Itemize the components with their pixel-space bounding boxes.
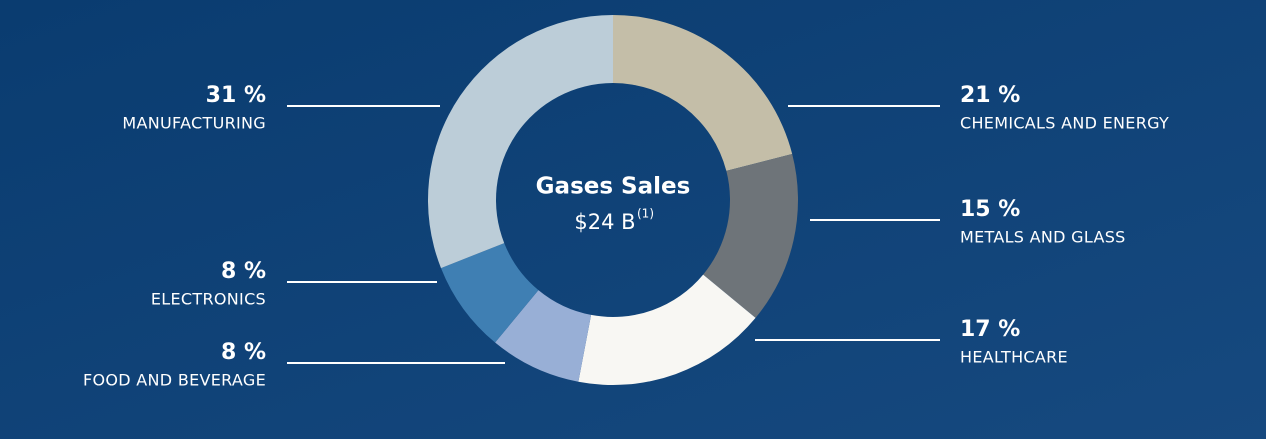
donut-slice bbox=[440, 243, 539, 343]
donut-slice bbox=[578, 274, 756, 385]
center-title: Gases Sales bbox=[536, 174, 691, 200]
percent-label: 21 % bbox=[960, 83, 1020, 108]
donut-slice bbox=[613, 15, 793, 171]
category-label: ELECTRONICS bbox=[151, 290, 266, 309]
percent-label: 15 % bbox=[960, 197, 1020, 222]
category-label: METALS AND GLASS bbox=[960, 228, 1126, 247]
donut-slice bbox=[703, 153, 798, 318]
percent-label: 8 % bbox=[221, 259, 266, 284]
center-value: $24 B bbox=[574, 210, 635, 234]
center-footnote: (1) bbox=[637, 207, 654, 221]
percent-label: 17 % bbox=[960, 317, 1020, 342]
percent-label: 31 % bbox=[206, 83, 266, 108]
donut-slice bbox=[428, 15, 613, 269]
category-label: FOOD AND BEVERAGE bbox=[83, 371, 266, 390]
category-label: MANUFACTURING bbox=[122, 114, 266, 133]
donut-slice bbox=[495, 290, 592, 382]
percent-label: 8 % bbox=[221, 340, 266, 365]
category-label: HEALTHCARE bbox=[960, 348, 1068, 367]
category-label: CHEMICALS AND ENERGY bbox=[960, 114, 1169, 133]
